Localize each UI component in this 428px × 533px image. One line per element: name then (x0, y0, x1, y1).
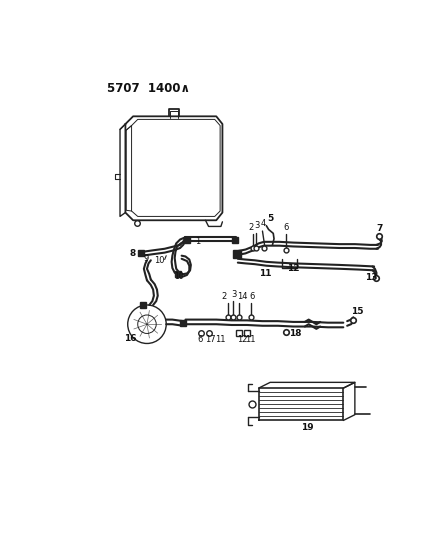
Text: 18: 18 (289, 329, 302, 338)
Text: 2: 2 (249, 223, 254, 232)
Text: 10: 10 (174, 272, 184, 281)
Text: 17: 17 (205, 335, 216, 344)
Text: 11: 11 (259, 269, 271, 278)
Text: 14: 14 (237, 292, 247, 301)
Text: 12: 12 (237, 335, 247, 344)
Text: 9: 9 (144, 254, 149, 263)
Text: 3: 3 (232, 290, 237, 299)
Text: 6: 6 (198, 335, 203, 344)
Text: 3: 3 (254, 221, 259, 230)
Text: 1: 1 (196, 237, 201, 246)
Text: 5: 5 (267, 214, 273, 223)
Text: 8: 8 (129, 249, 136, 258)
Text: 6: 6 (250, 292, 255, 301)
Text: 15: 15 (351, 307, 363, 316)
Text: 4: 4 (261, 219, 266, 228)
Text: 19: 19 (301, 423, 314, 432)
Text: 13: 13 (365, 273, 377, 282)
Text: 11: 11 (246, 335, 256, 344)
Text: 7: 7 (377, 223, 383, 232)
Text: 11: 11 (215, 335, 225, 344)
Text: 10: 10 (154, 256, 164, 265)
Text: 2: 2 (222, 292, 227, 301)
Text: 6: 6 (283, 223, 288, 232)
Text: 5707  1400∧: 5707 1400∧ (107, 82, 190, 95)
Text: 12: 12 (287, 264, 300, 273)
Text: 16: 16 (124, 335, 137, 343)
